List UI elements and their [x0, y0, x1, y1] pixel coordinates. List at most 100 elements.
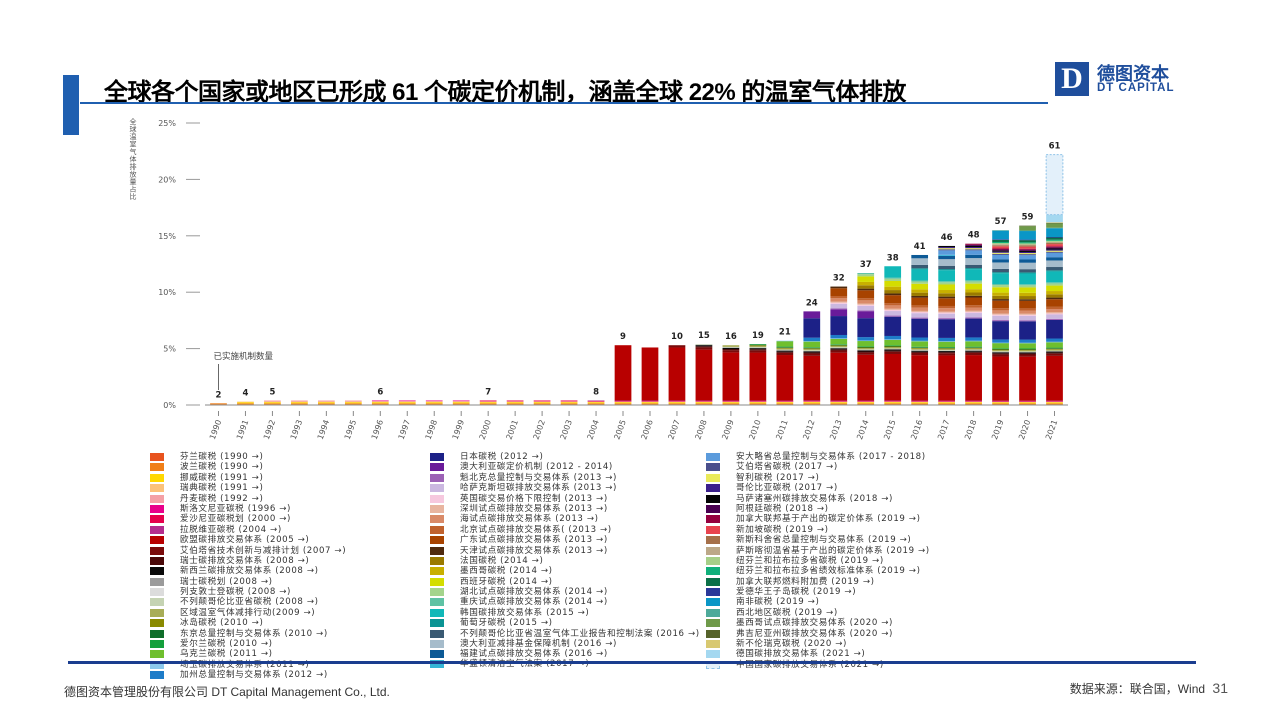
bar-segment — [830, 302, 848, 304]
x-tick-label: 2017 — [936, 419, 951, 441]
bar-segment — [1019, 246, 1036, 249]
bar-segment — [830, 345, 848, 348]
legend-item: 区域温室气体减排行动(2009 →) — [150, 608, 346, 618]
bar-segment — [614, 403, 632, 405]
bar-segment — [1019, 342, 1036, 344]
legend-item: 挪威碳税 (1991 →) — [150, 473, 346, 483]
bar-segment — [1046, 341, 1063, 343]
bar-segment — [425, 400, 443, 402]
legend-label: 西北地区碳税 (2019 →) — [736, 607, 838, 618]
legend-label: 福建试点碳排放交易体系 (2016 →) — [460, 649, 608, 660]
bar-segment — [938, 341, 956, 342]
legend-swatch — [706, 453, 720, 461]
x-tick-label: 2009 — [720, 419, 735, 441]
legend-label: 瑞士碳排放交易体系 (2008 →) — [180, 555, 310, 566]
legend-label: 斯洛文尼亚碳税 (1996 →) — [180, 503, 291, 514]
legend-label: 西班牙碳税 (2014 →) — [460, 576, 553, 587]
bar-segment — [911, 337, 929, 341]
bar-segment — [911, 313, 929, 318]
legend-swatch — [430, 515, 444, 524]
bar-segment — [911, 283, 929, 290]
bar-segment — [857, 300, 875, 304]
bar-2018: 48 — [965, 231, 982, 406]
bar-segment — [803, 401, 821, 403]
bar-segment — [371, 403, 389, 405]
legend-label: 列支敦士登碳税 (2008 →) — [180, 587, 291, 598]
bar-segment — [803, 347, 821, 349]
bar-segment — [830, 334, 848, 339]
bar-segment — [291, 401, 308, 403]
legend-item: 瑞士碳排放交易体系 (2008 →) — [150, 556, 346, 566]
legend-swatch — [706, 463, 720, 472]
bar-2016: 41 — [911, 242, 929, 406]
bar-segment — [237, 402, 254, 404]
bar-segment — [857, 305, 875, 311]
bar-segment — [803, 351, 821, 353]
bar-segment — [803, 347, 821, 348]
legend-label: 冰岛碳税 (2010 →) — [180, 618, 264, 629]
bar-segment — [938, 353, 956, 356]
bar-segment — [722, 347, 740, 350]
legend-item: 天津试点碳排放交易体系 (2013 →) — [430, 546, 720, 556]
bar-2000: 7 — [479, 387, 497, 406]
bar-segment — [1046, 237, 1063, 240]
bar-segment — [992, 348, 1009, 349]
legend-label: 新西兰碳排放交易体系 (2008 →) — [180, 566, 319, 577]
legend-item: 马萨诸塞州碳排放交易体系 (2018 →) — [706, 494, 930, 504]
footer-divider — [68, 661, 1196, 664]
bar-segment — [1019, 250, 1036, 252]
bar-segment — [749, 402, 767, 404]
bar-segment — [965, 347, 982, 350]
count-label: 21 — [779, 328, 791, 338]
bar-segment — [371, 400, 389, 402]
bar-2009: 16 — [722, 332, 740, 406]
bar-segment — [830, 347, 848, 348]
legend-swatch — [150, 671, 164, 680]
logo-chinese-name: 德图资本 — [1097, 64, 1169, 85]
bar-segment — [1019, 349, 1036, 351]
legend-label: 萨斯喀彻温省基于产出的碳定价体系 (2019 →) — [736, 545, 930, 556]
bar-segment — [1046, 241, 1063, 244]
legend-item: 新加坡碳税 (2019 →) — [706, 525, 930, 535]
x-tick-label: 2000 — [478, 419, 493, 441]
bar-segment — [1046, 299, 1063, 307]
bar-segment — [884, 400, 902, 402]
legend-swatch — [430, 577, 444, 586]
x-tick-label: 1996 — [370, 419, 385, 441]
bar-segment — [830, 338, 848, 345]
bar-segment — [857, 337, 875, 341]
bar-segment — [938, 352, 956, 354]
legend-label: 韩国碳排放交易体系 (2015 →) — [460, 607, 590, 618]
bar-segment — [884, 345, 902, 346]
legend-item: 欧盟碳排放交易体系 (2005 →) — [150, 535, 346, 545]
bar-segment — [371, 402, 389, 404]
bar-segment — [965, 289, 982, 293]
bar-segment — [830, 338, 848, 339]
bar-segment — [857, 288, 875, 291]
bar-segment — [992, 239, 1009, 243]
bar-segment — [264, 403, 281, 405]
bar-segment — [1046, 228, 1063, 238]
bar-segment — [587, 401, 605, 403]
bar-segment — [965, 297, 982, 306]
bar-segment — [965, 268, 982, 270]
count-label: 10 — [671, 332, 683, 342]
bar-2001 — [506, 400, 524, 406]
bar-segment — [938, 347, 956, 349]
legend-swatch — [150, 473, 164, 482]
bar-segment — [965, 247, 982, 249]
footer-source: 数据来源：联合国，Wind 31 — [1070, 680, 1228, 697]
bar-segment — [911, 312, 929, 314]
y-tick-label: 5% — [163, 345, 176, 354]
bar-1991: 4 — [237, 389, 254, 406]
bar-segment — [533, 401, 551, 403]
legend-item: 西北地区碳税 (2019 →) — [706, 608, 930, 618]
bar-segment — [1046, 348, 1063, 350]
legend-swatch — [150, 650, 164, 659]
bar-segment — [1019, 242, 1036, 244]
bar-segment — [965, 310, 982, 312]
legend-item: 英国碳交易价格下限控制 (2013 →) — [430, 494, 720, 504]
bar-segment — [1046, 250, 1063, 252]
legend-label: 马萨诸塞州碳排放交易体系 (2018 →) — [736, 493, 893, 504]
legend-label: 安大略省总量控制与交易体系 (2017 - 2018) — [736, 452, 926, 462]
